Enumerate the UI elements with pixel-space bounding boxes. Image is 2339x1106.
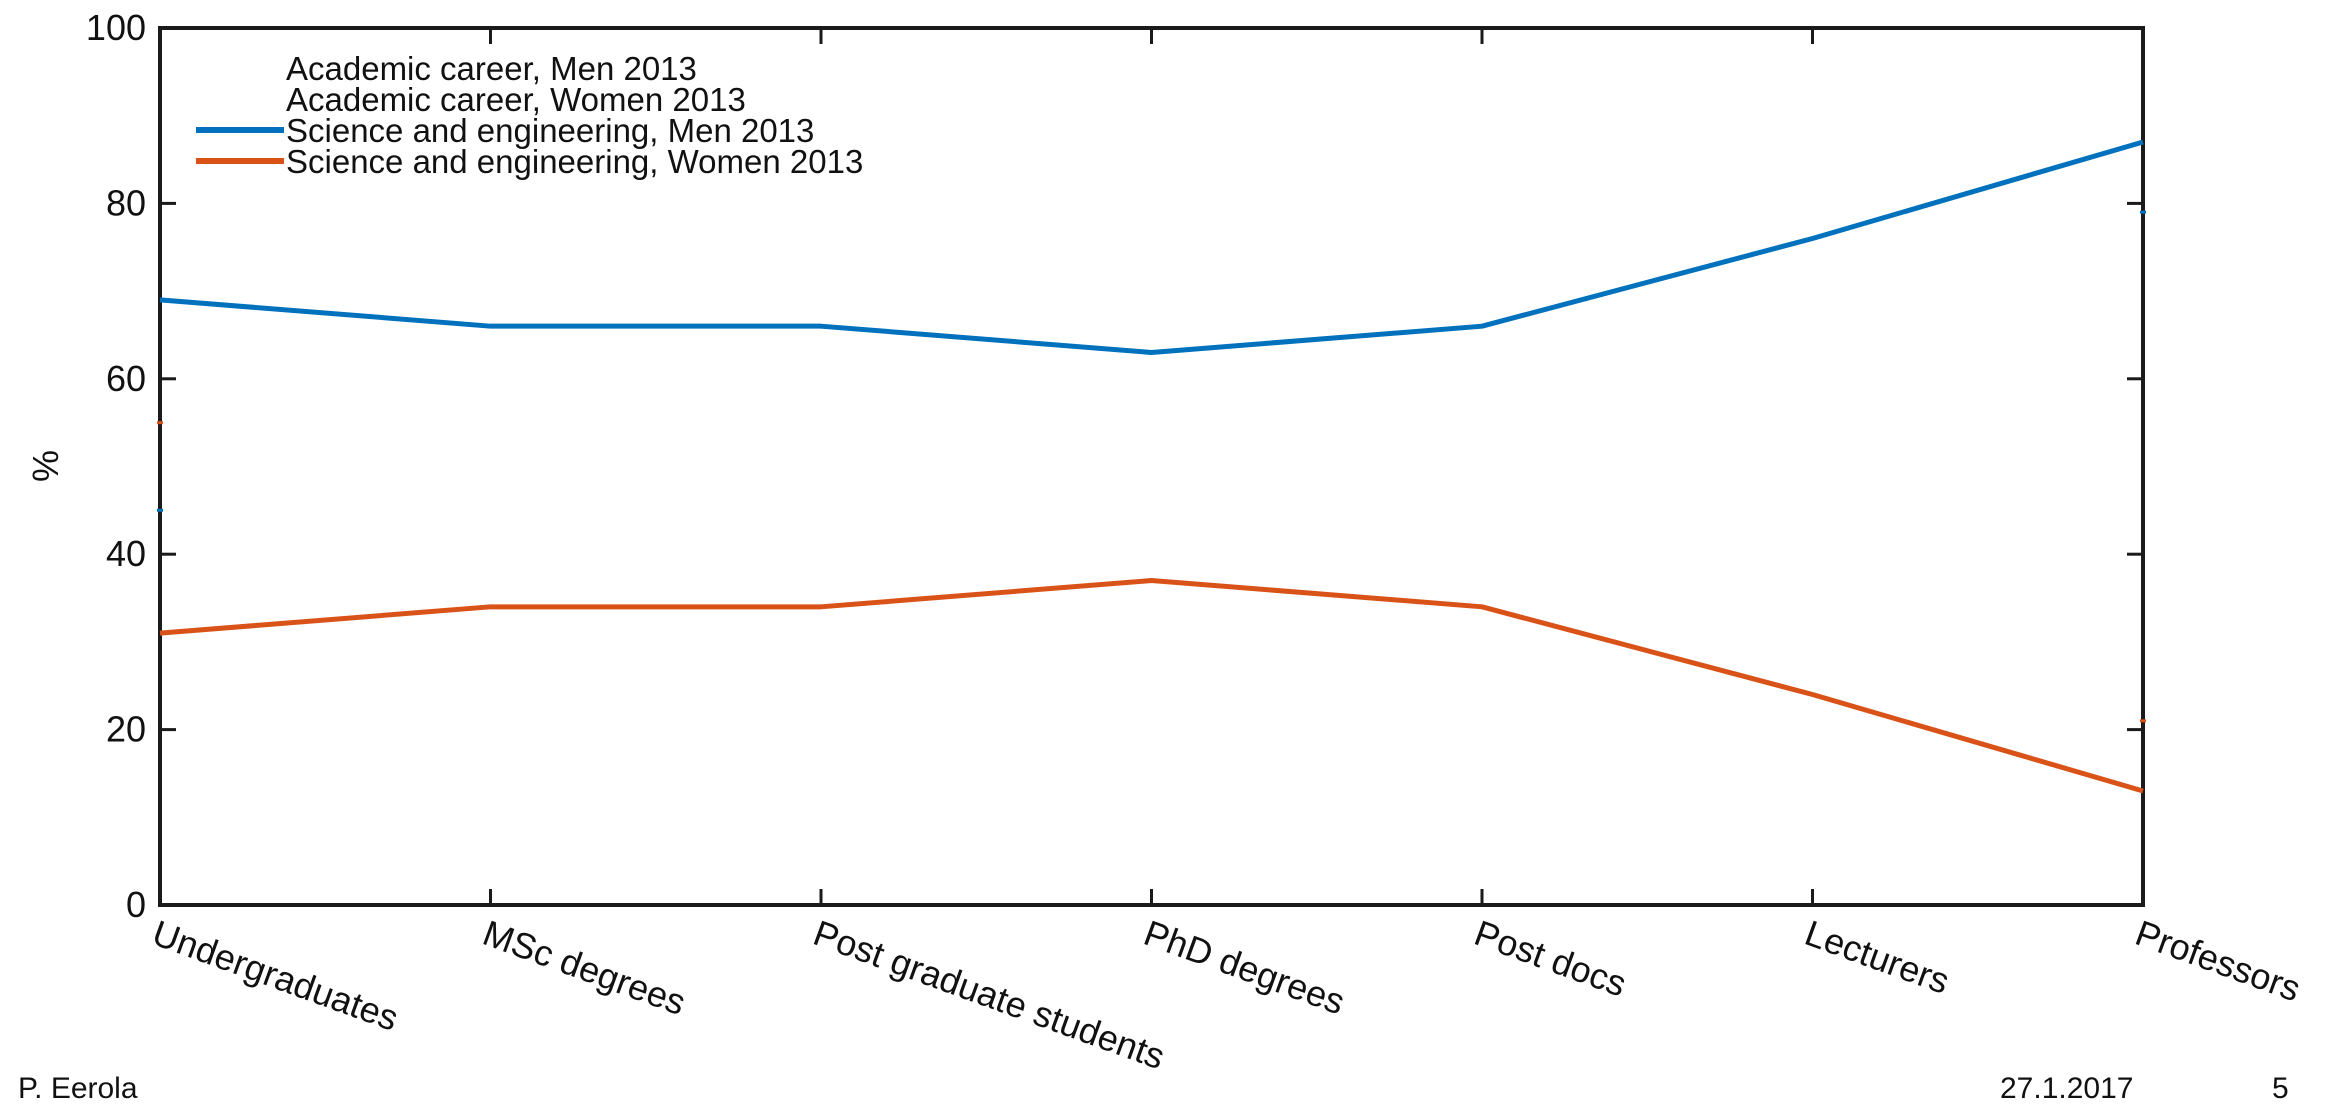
x-tick-label: Professors xyxy=(2130,912,2306,1009)
x-tick-label: Lecturers xyxy=(1800,912,1955,1002)
y-tick-label: 100 xyxy=(86,7,146,48)
x-tick-label: Post docs xyxy=(1469,912,1632,1005)
series-line xyxy=(159,578,2144,794)
series-line xyxy=(159,139,2144,355)
series-layer xyxy=(157,139,2146,794)
x-tick-label: PhD degrees xyxy=(1139,912,1350,1022)
y-axis-label: % xyxy=(25,450,66,482)
legend-entry: Academic career, Women 2013 xyxy=(286,81,746,118)
footer-page-number: 5 xyxy=(2272,1072,2289,1105)
legend-entry: Academic career, Men 2013 xyxy=(286,50,697,87)
footer-date: 27.1.2017 xyxy=(2000,1072,2134,1105)
legend-entry: Science and engineering, Women 2013 xyxy=(286,143,863,180)
y-tick-label: 20 xyxy=(106,709,146,750)
y-tick-label: 60 xyxy=(106,358,146,399)
x-tick-label: MSc degrees xyxy=(478,912,691,1023)
x-tick-label: Undergraduates xyxy=(147,912,404,1039)
y-tick-label: 80 xyxy=(106,182,146,223)
legend-entry: Science and engineering, Men 2013 xyxy=(286,112,814,149)
y-tick-label: 40 xyxy=(106,533,146,574)
footer-author: P. Eerola xyxy=(18,1072,138,1105)
x-tick-label: Post graduate students xyxy=(808,912,1170,1077)
y-tick-label: 0 xyxy=(126,884,146,925)
